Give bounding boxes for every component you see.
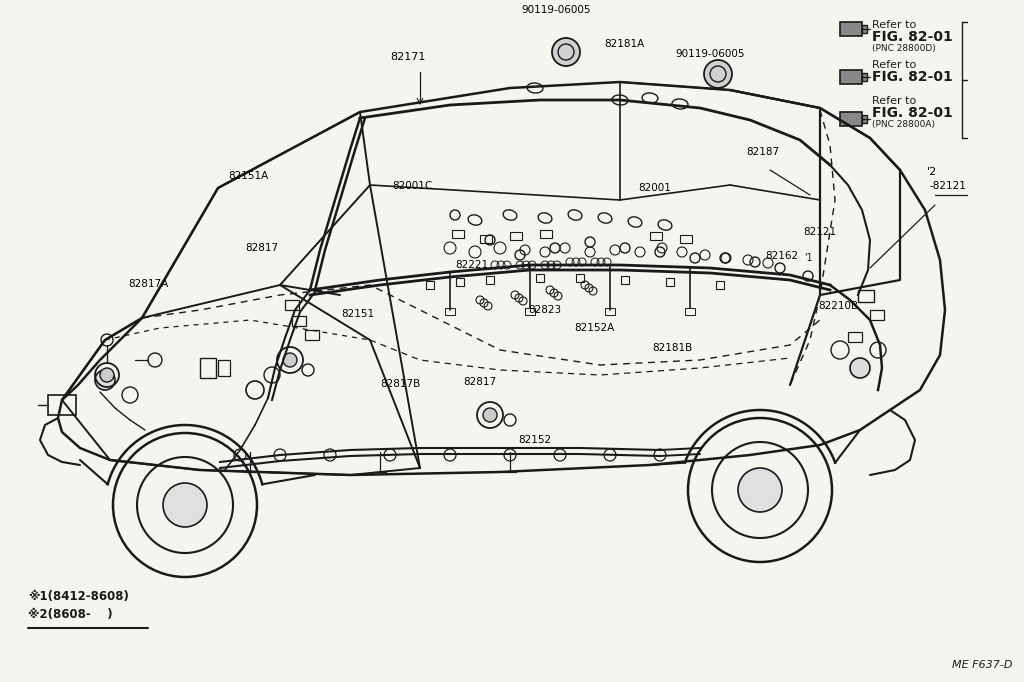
Bar	[858, 290, 874, 302]
Text: (PNC 28800D): (PNC 28800D)	[872, 44, 936, 53]
Circle shape	[483, 408, 497, 422]
Text: FIG. 82-01: FIG. 82-01	[872, 106, 952, 120]
Text: -82121: -82121	[930, 181, 967, 191]
Bar	[525, 308, 535, 315]
Text: 82823: 82823	[528, 305, 561, 315]
Circle shape	[283, 353, 297, 367]
Bar	[840, 70, 862, 84]
Text: 82181A: 82181A	[604, 39, 644, 49]
Bar	[510, 232, 522, 240]
Text: 90119-06005: 90119-06005	[521, 5, 591, 15]
Text: 82817A: 82817A	[128, 279, 168, 289]
Text: ※1(8412-8608): ※1(8412-8608)	[28, 590, 129, 603]
Bar	[862, 25, 867, 33]
Circle shape	[738, 468, 782, 512]
Text: 82152: 82152	[518, 435, 552, 445]
Bar	[848, 332, 862, 342]
Bar	[48, 395, 76, 415]
Text: 82181B: 82181B	[652, 343, 692, 353]
Bar	[716, 281, 724, 289]
Text: (PNC 28800A): (PNC 28800A)	[872, 120, 935, 129]
Text: 82001C: 82001C	[392, 181, 432, 191]
Text: 82187: 82187	[746, 147, 779, 157]
Text: 82817: 82817	[464, 377, 497, 387]
Text: 82151A: 82151A	[228, 171, 268, 181]
Text: 90119-06005: 90119-06005	[675, 49, 744, 59]
Text: '1: '1	[804, 253, 812, 263]
Bar	[621, 276, 629, 284]
Text: FIG. 82-01: FIG. 82-01	[872, 70, 952, 84]
Bar	[456, 278, 464, 286]
Text: 82152A: 82152A	[573, 323, 614, 333]
Bar	[685, 308, 695, 315]
Bar	[666, 278, 674, 286]
Bar	[486, 276, 494, 284]
Bar	[426, 281, 434, 289]
Text: Refer to: Refer to	[872, 20, 916, 30]
Text: 82162: 82162	[765, 251, 799, 261]
Text: ME F637-D: ME F637-D	[951, 660, 1012, 670]
Text: 82817: 82817	[246, 243, 279, 253]
Bar	[840, 112, 862, 126]
Bar	[536, 274, 544, 282]
Circle shape	[552, 38, 580, 66]
Text: 82121: 82121	[804, 227, 837, 237]
Text: FIG. 82-01: FIG. 82-01	[872, 30, 952, 44]
Text: Refer to: Refer to	[872, 60, 916, 70]
Bar	[285, 300, 299, 310]
Bar	[862, 115, 867, 123]
Text: ※2(8608-    ): ※2(8608- )	[28, 608, 113, 621]
Bar	[452, 230, 464, 238]
Bar	[218, 360, 230, 376]
Bar	[200, 358, 216, 378]
Bar	[605, 308, 615, 315]
Bar	[575, 274, 584, 282]
Bar	[305, 330, 319, 340]
Bar	[445, 308, 455, 315]
Text: 82001: 82001	[639, 183, 672, 193]
Text: Refer to: Refer to	[872, 96, 916, 106]
Bar	[650, 232, 662, 240]
Circle shape	[850, 358, 870, 378]
Bar	[840, 22, 862, 36]
Bar	[540, 230, 552, 238]
Text: 82210B: 82210B	[818, 301, 858, 311]
Text: 82221: 82221	[456, 260, 488, 270]
Text: 82817B: 82817B	[380, 379, 420, 389]
Bar	[292, 316, 306, 326]
Bar	[862, 73, 867, 81]
Circle shape	[705, 60, 732, 88]
Text: 82171: 82171	[390, 52, 426, 62]
Circle shape	[163, 483, 207, 527]
Bar	[870, 310, 884, 320]
Bar	[480, 235, 492, 243]
Text: '2: '2	[927, 167, 937, 177]
Circle shape	[100, 368, 114, 382]
Circle shape	[95, 370, 115, 390]
Text: 82151: 82151	[341, 309, 375, 319]
Bar	[680, 235, 692, 243]
